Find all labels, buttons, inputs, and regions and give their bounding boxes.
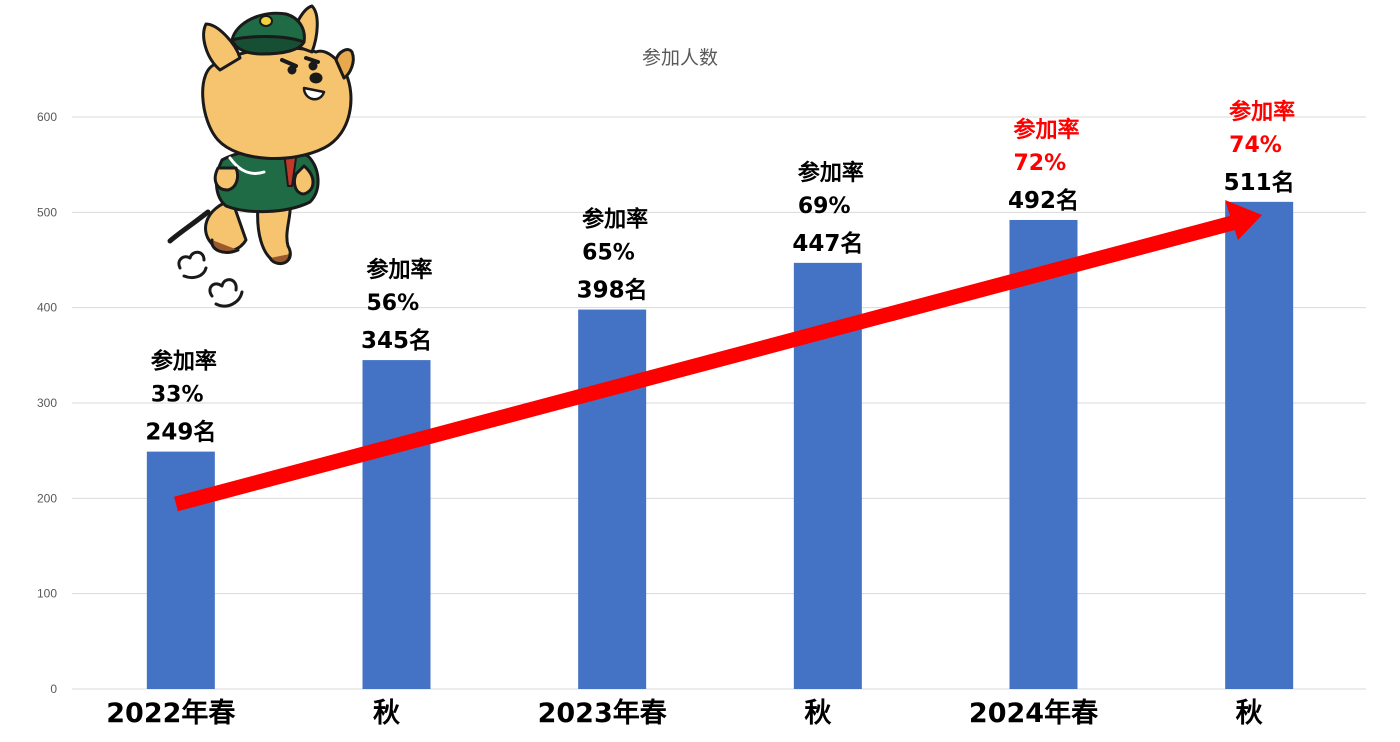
- bar: [1225, 201, 1294, 689]
- bar: [146, 451, 215, 689]
- bar: [362, 360, 431, 689]
- rate-caption: 参加率: [582, 207, 648, 233]
- rate-value: 33%: [151, 383, 204, 408]
- rate-caption: 参加率: [798, 160, 864, 186]
- y-tick-label: 400: [37, 301, 57, 315]
- x-category-label: 秋: [1236, 698, 1263, 729]
- y-tick-label: 600: [37, 110, 57, 124]
- trend-arrow-shaft: [174, 214, 1238, 512]
- value-label: 492名: [1008, 187, 1079, 214]
- value-label: 398名: [577, 277, 648, 304]
- bar: [578, 309, 647, 689]
- rate-value: 65%: [582, 241, 635, 266]
- x-category-label: 秋: [373, 698, 400, 729]
- x-category-label: 2023年春: [538, 697, 668, 729]
- rate-caption: 参加率: [367, 257, 433, 283]
- rate-value: 72%: [1014, 151, 1067, 176]
- value-label: 345名: [361, 327, 432, 354]
- rate-caption: 参加率: [1014, 117, 1080, 143]
- y-tick-label: 0: [50, 682, 57, 696]
- x-axis-categories: 2022年春 秋 2023年春 秋 2024年春 秋: [106, 697, 1262, 729]
- y-axis-ticks: 0 100 200 300 400 500 600: [37, 110, 57, 696]
- bars: [146, 201, 1294, 689]
- chart-title: 参加人数: [642, 47, 718, 69]
- rate-value: 69%: [798, 194, 851, 219]
- rate-caption: 参加率: [151, 349, 217, 375]
- value-label: 511名: [1224, 169, 1295, 196]
- dog-mascot-icon: [167, 4, 355, 308]
- trend-arrow: [174, 200, 1262, 512]
- y-tick-label: 100: [37, 587, 57, 601]
- trend-arrow-head: [1225, 200, 1262, 240]
- value-label: 249名: [145, 419, 216, 446]
- value-label: 447名: [792, 230, 863, 257]
- rate-value: 56%: [367, 291, 420, 316]
- x-category-label: 秋: [804, 698, 831, 729]
- x-category-label: 2022年春: [106, 697, 236, 729]
- y-tick-label: 200: [37, 491, 57, 505]
- rate-caption: 参加率: [1229, 99, 1295, 125]
- bar: [1009, 219, 1078, 689]
- y-tick-label: 300: [37, 396, 57, 410]
- x-category-label: 2024年春: [969, 697, 1099, 729]
- y-tick-label: 500: [37, 205, 57, 219]
- rate-value: 74%: [1229, 133, 1282, 158]
